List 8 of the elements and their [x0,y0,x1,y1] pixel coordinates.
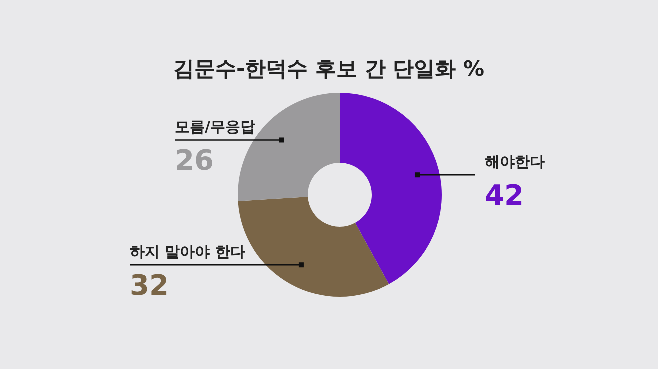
slice-label: 해야한다 [485,153,545,172]
slice-label: 하지 말아야 한다 [130,243,246,262]
chart-title: 김문수-한덕수 후보 간 단일화 % [173,57,485,81]
data-label: 42 [485,179,524,212]
slice-label: 모름/무응답 [175,118,256,136]
donut-slice [340,93,442,284]
data-label: 26 [175,144,214,178]
data-label: 32 [130,269,169,302]
